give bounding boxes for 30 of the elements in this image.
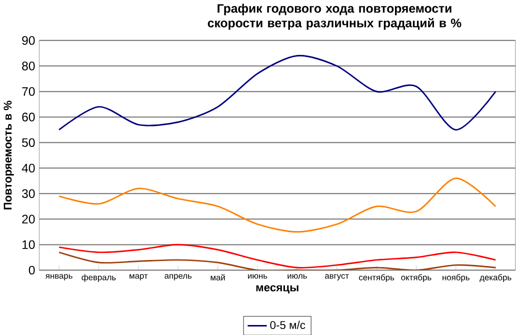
y-tick-label: 70 <box>22 87 35 96</box>
y-tick-label: 90 <box>22 36 35 45</box>
line-series <box>58 251 496 270</box>
y-tick-label: 50 <box>22 138 35 147</box>
y-tick-label: 0 <box>28 266 35 274</box>
chart-title: График годового хода повторяемости скорости ветра различных градаций в % <box>208 4 462 30</box>
x-tick-label: апрель <box>164 274 192 280</box>
x-tick-label: август <box>325 274 349 280</box>
y-tick-label: 80 <box>22 61 35 70</box>
x-tick-label: январь <box>45 274 72 280</box>
y-tick-label: 30 <box>22 189 35 198</box>
y-axis-title: Повторяемость в % <box>4 100 14 210</box>
x-tick-label: июль <box>288 274 307 279</box>
x-tick-label: февраль <box>82 274 116 282</box>
x-tick-label: март <box>130 274 148 280</box>
x-axis-title: месяцы <box>256 285 298 294</box>
x-tick-label: май <box>210 274 225 280</box>
x-tick-label: ноябрь <box>442 274 470 282</box>
line-series <box>58 244 496 268</box>
x-tick-label: июнь <box>248 274 268 279</box>
line-series <box>58 54 496 130</box>
y-tick-label: 40 <box>22 164 35 172</box>
y-tick-label: 10 <box>22 240 35 249</box>
legend-label: 0-5 м/с <box>270 320 306 329</box>
y-tick-label: 20 <box>22 214 35 224</box>
y-tick-label: 60 <box>22 112 35 122</box>
x-tick-label: сентябрь <box>359 274 394 282</box>
line-series <box>58 177 496 232</box>
x-tick-label: декабрь <box>480 274 512 282</box>
x-tick-label: октябрь <box>401 274 432 282</box>
